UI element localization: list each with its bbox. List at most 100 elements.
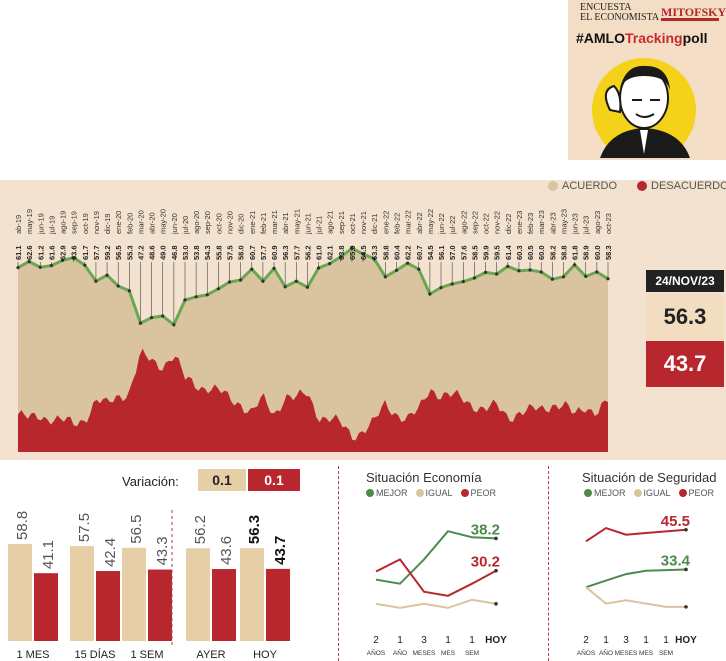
disagree-bar (266, 568, 290, 641)
x-tick-label: 1 (603, 635, 609, 646)
x-tick-label: 1 (469, 635, 475, 646)
date-label: jul-19 (47, 216, 56, 235)
data-point (183, 298, 187, 302)
current-date: 24/NOV/23 (646, 270, 724, 292)
data-point (16, 266, 20, 270)
main-legend: ACUERDO DESACUERDO (548, 180, 726, 192)
data-point (72, 256, 76, 260)
value-label: 48.6 (148, 245, 157, 260)
security-title: Situación de Seguridad (582, 470, 717, 485)
value-label: 58.8 (559, 245, 568, 260)
disagree-value-label: 42.4 (102, 538, 119, 567)
economy-legend-mejor-dot (366, 489, 374, 497)
x-tick-label: HOY (485, 635, 507, 646)
x-tick-sublabel: MES (639, 650, 654, 657)
security-legend-peor-dot (678, 489, 687, 497)
data-point (606, 277, 610, 281)
disagree-value-label: 43.6 (218, 536, 235, 565)
economy-legend-mejor: MEJOR (376, 488, 408, 498)
value-label: 59.9 (482, 245, 491, 260)
x-tick-sublabel: AÑOS (367, 648, 386, 657)
date-label: jul-22 (448, 216, 457, 235)
date-label: ene-23 (515, 211, 524, 234)
data-point (194, 295, 198, 299)
hashtag-prefix: #AMLO (576, 30, 625, 46)
x-tick-sublabel: AÑO (599, 648, 613, 657)
date-label: oct-22 (482, 213, 491, 234)
date-label: may-23 (559, 209, 568, 234)
date-label: abr-20 (148, 212, 157, 234)
disagree-value-label: 43.7 (272, 536, 289, 565)
data-point (406, 261, 410, 265)
value-label: 63.8 (337, 245, 346, 260)
date-label: jun-21 (303, 213, 312, 235)
agree-value-label: 56.3 (246, 515, 263, 544)
value-label: 60.9 (270, 245, 279, 260)
value-label: 60.0 (593, 245, 602, 260)
economy-legend-peor: PEOR (470, 488, 497, 498)
value-label: 58.8 (381, 245, 390, 260)
data-point (205, 293, 209, 297)
date-label: sep-21 (337, 211, 346, 234)
value-label: 61.1 (14, 245, 23, 260)
data-point (127, 289, 131, 293)
data-point (216, 287, 220, 291)
variation-label: Variación: (122, 474, 179, 489)
value-label: 58.2 (548, 245, 557, 260)
data-point (417, 267, 421, 271)
date-label: feb-22 (392, 213, 401, 234)
value-label: 55.8 (214, 245, 223, 260)
x-tick-sublabel: SEM (465, 650, 479, 657)
value-label: 65.9 (348, 245, 357, 260)
data-point (361, 252, 365, 256)
economy-legend: MEJOR IGUAL PEOR (366, 488, 496, 498)
agree-value-label: 57.5 (76, 513, 93, 542)
hashtag-highlight: Tracking (625, 30, 683, 46)
data-point (328, 262, 332, 266)
date-label: feb-23 (526, 213, 535, 234)
date-label: oct-20 (214, 213, 223, 234)
value-label: 53.0 (181, 245, 190, 260)
data-point (105, 273, 109, 277)
date-label: mar-22 (404, 210, 413, 234)
data-point (428, 292, 432, 296)
date-label: ene-20 (114, 211, 123, 234)
date-label: nov-19 (92, 211, 101, 234)
divider-1 (338, 466, 339, 661)
category-label: HOY (253, 649, 278, 661)
disagree-bar (148, 569, 172, 641)
date-label: nov-20 (226, 211, 235, 234)
value-label: 60.3 (515, 245, 524, 260)
date-label: mar-21 (270, 210, 279, 234)
value-label: 60.7 (415, 245, 424, 260)
date-label: ago-19 (59, 211, 68, 234)
date-label: ago-20 (192, 211, 201, 234)
data-point (316, 266, 321, 270)
agree-bar (122, 547, 146, 641)
value-label: 46.8 (170, 245, 179, 260)
value-label: 57.6 (459, 245, 468, 260)
data-point (239, 278, 243, 282)
data-point (439, 286, 443, 290)
data-point (172, 323, 176, 327)
category-label: 1 SEM (130, 649, 163, 661)
value-label: 57.7 (259, 245, 268, 260)
series-end-point (494, 568, 498, 573)
value-label: 53.8 (192, 245, 201, 260)
disagree-legend-dot (637, 181, 648, 191)
comparison-bar-chart: 58.8 41.1 1 MES 57.5 42.4 15 DÍAS 56.5 43.3 1 SE… (8, 510, 290, 661)
date-label: abr-23 (548, 212, 557, 234)
date-label: ago-23 (593, 211, 602, 234)
data-point (116, 284, 120, 288)
value-label: 62.1 (326, 245, 335, 260)
data-point (49, 264, 53, 268)
value-label: 55.3 (125, 245, 134, 260)
value-label: 56.5 (114, 245, 123, 260)
value-label: 61.4 (504, 245, 513, 260)
x-tick-label: 1 (397, 635, 403, 646)
category-label: AYER (196, 649, 225, 661)
data-point (250, 267, 254, 271)
value-label: 60.5 (526, 245, 535, 260)
brand-panel: ENCUESTA EL ECONOMISTA MITOFSKY #AMLOTra… (568, 0, 726, 160)
value-label: 56.3 (281, 245, 290, 260)
